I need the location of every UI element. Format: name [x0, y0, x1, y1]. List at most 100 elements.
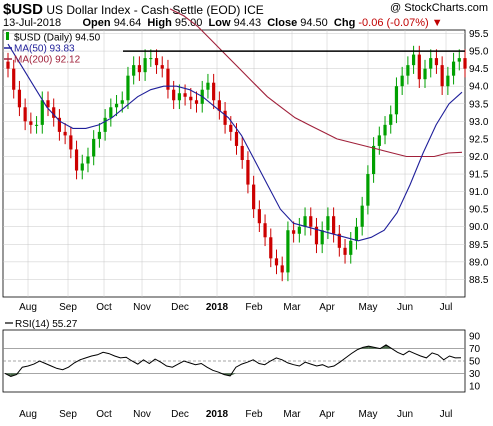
price-bar-body: [86, 156, 90, 164]
price-bar-body: [389, 114, 393, 125]
x-axis-label: Nov: [133, 302, 151, 313]
close-label: Close: [267, 17, 298, 29]
price-bar-body: [394, 86, 399, 115]
price-bar-body: [103, 117, 107, 132]
price-bar-body: [132, 65, 136, 76]
high-label: High: [147, 17, 172, 29]
x-axis-label: Nov: [133, 409, 151, 420]
price-bar-body: [97, 131, 101, 139]
price-bar-body: [17, 89, 22, 108]
watermark: @ StockCharts.com: [390, 2, 488, 14]
price-bar-body: [143, 58, 147, 73]
price-bar-body: [183, 93, 187, 97]
price-bar-body: [246, 159, 250, 185]
x-axis-label: Mar: [283, 409, 301, 420]
price-bar-body: [234, 131, 239, 146]
x-axis-label: 2018: [206, 302, 229, 313]
x-axis-label: Apr: [319, 302, 335, 313]
price-bar-body: [440, 65, 444, 87]
price-bar-body: [411, 54, 416, 66]
price-tick-label: 91.5: [469, 170, 489, 181]
legend-text: MA(50) 93.83: [14, 44, 75, 55]
legend-text: $USD (Daily) 94.50: [14, 33, 101, 44]
price-bar-body: [303, 216, 307, 227]
price-bar-body: [166, 68, 170, 90]
rsi-tick-label: 30: [469, 369, 481, 380]
price-bar-body: [292, 230, 296, 234]
quote-date: 13-Jul-2018: [3, 17, 62, 29]
price-tick-label: 90.5: [469, 205, 489, 216]
rsi-legend-text: RSI(14) 55.27: [15, 319, 78, 330]
rsi-line: [4, 344, 462, 378]
price-bar-body: [114, 103, 119, 108]
price-bar-body: [126, 75, 130, 101]
x-axis-label: May: [359, 302, 378, 313]
index-name: US Dollar Index - Cash Settle (EOD): [46, 3, 241, 17]
price-tick-label: 95.0: [469, 47, 489, 58]
price-bar-body: [212, 82, 216, 101]
price-bar-body: [320, 230, 324, 245]
price-bar-body: [360, 205, 364, 227]
price-bar-body: [109, 107, 113, 118]
x-axis-label: 2018: [206, 409, 229, 420]
price-tick-label: 94.5: [469, 64, 489, 75]
x-axis-label: Apr: [319, 409, 335, 420]
price-bar-body: [417, 54, 421, 80]
price-bar-body: [92, 138, 96, 157]
price-tick-label: 94.0: [469, 82, 489, 93]
high-value: 95.00: [174, 17, 203, 29]
chart-title: $USD US Dollar Index - Cash Settle (EOD)…: [3, 1, 264, 18]
price-bar-body: [297, 226, 301, 234]
price-bar-body: [309, 216, 313, 227]
price-bar-body: [120, 100, 124, 104]
rsi-tick-label: 10: [469, 381, 481, 392]
price-bar-body: [372, 145, 376, 175]
price-bar-body: [63, 131, 67, 136]
x-axis-label: Oct: [96, 302, 112, 313]
rsi-tick-label: 90: [469, 332, 481, 343]
legend-swatch: [6, 32, 9, 40]
x-axis-label: Oct: [96, 409, 112, 420]
x-axis-label: Aug: [19, 302, 37, 313]
price-bar-body: [149, 58, 153, 60]
price-bar-body: [52, 107, 56, 118]
price-bar-body: [349, 240, 353, 255]
price-bar-body: [12, 68, 16, 90]
price-tick-label: 88.5: [469, 275, 489, 286]
price-tick-label: 93.5: [469, 99, 489, 110]
price-bar-body: [354, 226, 359, 241]
price-bar-body: [332, 216, 336, 234]
price-bar-body: [343, 247, 347, 255]
price-bar-body: [423, 68, 427, 80]
x-axis-label: Dec: [171, 302, 189, 313]
price-tick-label: 93.0: [469, 117, 489, 128]
x-axis-label: May: [359, 409, 378, 420]
price-bar-body: [177, 93, 181, 101]
price-bar-body: [46, 100, 50, 108]
price-bar-body: [366, 174, 370, 206]
close-value: 94.50: [300, 17, 328, 29]
price-bar-body: [69, 135, 73, 150]
symbol: $USD: [3, 1, 44, 18]
price-bar-body: [434, 58, 439, 66]
price-bar-body: [40, 100, 44, 125]
rsi-tick-label: 50: [469, 357, 481, 368]
price-bar-body: [257, 209, 261, 224]
price-bar-body: [377, 135, 381, 146]
price-bar-body: [189, 96, 193, 101]
x-axis-label: Jul: [440, 409, 453, 420]
rsi-oversold-fill: [16, 373, 23, 375]
price-bar-body: [34, 124, 39, 126]
price-bar-body: [80, 163, 84, 171]
x-axis-label: Sep: [59, 409, 77, 420]
price-bar-body: [6, 61, 10, 69]
price-bar-body: [252, 184, 256, 210]
ma50-line: [7, 43, 463, 242]
open-label: Open: [82, 17, 111, 29]
price-bar-body: [229, 124, 233, 132]
price-bar-body: [463, 58, 467, 69]
x-axis-label: Feb: [245, 302, 263, 313]
price-bar-body: [74, 149, 79, 171]
price-bar-body: [446, 75, 450, 87]
